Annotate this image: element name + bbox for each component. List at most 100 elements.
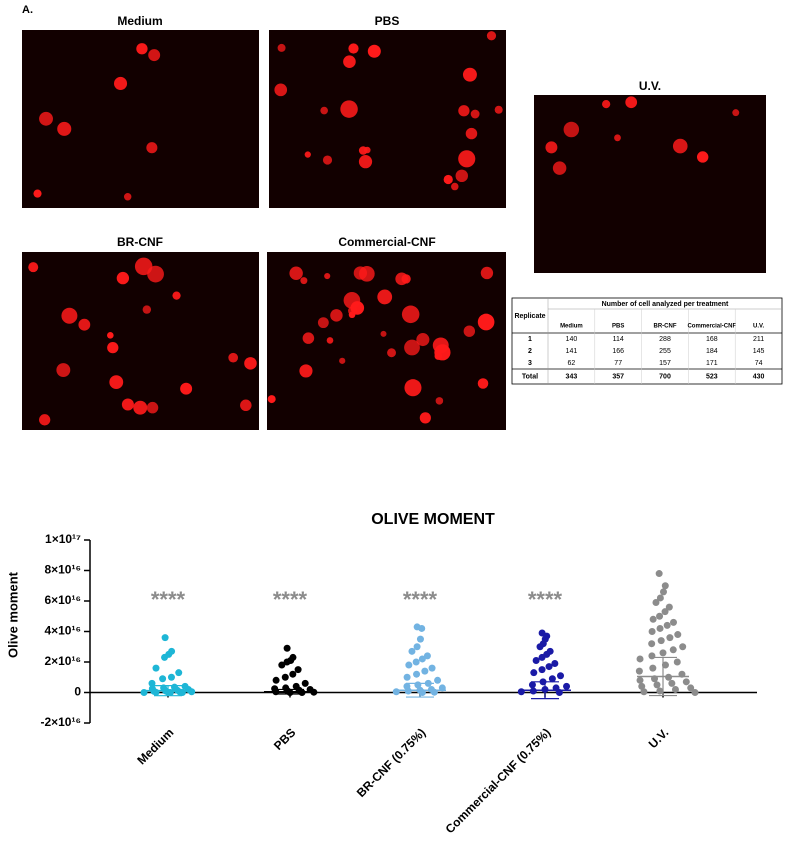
y-tick-label: 8×10¹⁶ [44, 563, 81, 577]
cell-nucleus [486, 31, 497, 41]
cell-nucleus [330, 309, 343, 322]
micrograph [22, 252, 259, 430]
cell-nucleus [343, 55, 356, 68]
data-point [283, 658, 291, 666]
table-title: Number of cell analyzed per treatment [602, 301, 729, 308]
data-point [278, 661, 286, 669]
y-tick-label: 0 [74, 685, 81, 699]
data-point [669, 646, 677, 654]
micrograph [269, 30, 506, 208]
data-point [661, 608, 669, 616]
data-point [532, 656, 540, 664]
table-cell: 700 [659, 373, 671, 380]
cell-nucleus [39, 111, 53, 126]
cell-nucleus [545, 141, 558, 154]
cell-nucleus [465, 127, 478, 140]
cell-nucleus [625, 96, 638, 109]
data-point [551, 660, 559, 668]
table-row-header: Replicate [514, 313, 545, 320]
data-point [656, 624, 664, 632]
cell-nucleus [33, 189, 42, 198]
cell-nucleus [387, 348, 396, 358]
table-row-label: 3 [528, 360, 532, 367]
data-point [649, 664, 657, 672]
cell-nucleus [113, 76, 128, 90]
cell-nucleus [146, 401, 159, 414]
cell-nucleus [146, 142, 158, 154]
data-point [665, 603, 673, 611]
table-cell: 77 [614, 360, 622, 367]
data-point [670, 618, 678, 626]
cell-nucleus [317, 317, 329, 329]
data-point [530, 669, 538, 677]
data-point [548, 675, 556, 683]
data-point [653, 681, 661, 689]
data-point [656, 594, 664, 602]
data-point [687, 684, 695, 692]
cell-nucleus [732, 109, 740, 117]
data-point [272, 676, 280, 684]
micrograph-background [269, 30, 506, 208]
table-border [511, 297, 783, 385]
cell-nucleus [300, 277, 308, 285]
table-cell: 62 [568, 360, 576, 367]
cell-nucleus [455, 169, 468, 183]
significance-annotation: **** [273, 587, 308, 612]
cell-nucleus [358, 146, 368, 155]
cell-nucleus [326, 337, 334, 344]
data-point [281, 673, 289, 681]
cell-nucleus [602, 100, 611, 109]
data-point [148, 679, 156, 687]
table-cell: 114 [613, 336, 624, 343]
data-point [538, 666, 546, 674]
cell-nucleus [109, 375, 124, 390]
table-cell: 145 [753, 348, 765, 355]
data-point [661, 661, 669, 669]
data-point [528, 681, 536, 689]
table-row-label: 1 [528, 336, 532, 343]
data-point [682, 678, 690, 686]
data-point [671, 685, 679, 693]
cell-nucleus [148, 49, 161, 62]
data-point [652, 599, 660, 607]
data-point [413, 670, 421, 678]
table-cell: 288 [659, 336, 671, 343]
data-point [294, 666, 302, 674]
data-point [161, 653, 169, 661]
table-cell: 157 [659, 360, 671, 367]
x-tick-label: PBS [271, 725, 298, 752]
cell-nucleus [672, 138, 688, 154]
data-point [648, 652, 656, 660]
data-point [167, 673, 175, 681]
cell-nucleus [324, 272, 331, 280]
cell-nucleus [358, 155, 373, 169]
data-point [529, 687, 537, 695]
cell-nucleus [480, 266, 494, 280]
x-tick-label: Commercial-CNF (0.75%) [443, 725, 554, 836]
cell-nucleus [404, 379, 422, 397]
table-cell: 255 [659, 348, 671, 355]
data-point [408, 647, 416, 655]
cell-nucleus [377, 289, 393, 305]
cell-nucleus [277, 43, 286, 52]
cell-nucleus [322, 155, 333, 165]
cell-nucleus [339, 357, 346, 364]
cell-nucleus [39, 414, 51, 426]
data-point [648, 628, 656, 635]
cell-nucleus [380, 330, 387, 337]
data-point [159, 675, 167, 683]
data-point [648, 640, 656, 648]
x-tick-label: Medium [134, 725, 176, 767]
data-point [659, 649, 667, 657]
data-point [661, 582, 669, 590]
data-point [418, 624, 426, 632]
cell-nucleus [404, 339, 420, 356]
cell-nucleus [434, 344, 451, 361]
cell-nucleus [123, 192, 132, 201]
data-point [392, 688, 400, 696]
table-column-header: Commercial-CNF [687, 324, 736, 330]
data-point [517, 688, 525, 696]
y-tick-label: 6×10¹⁶ [44, 593, 81, 607]
cell-nucleus [462, 67, 477, 82]
data-point [635, 667, 643, 675]
